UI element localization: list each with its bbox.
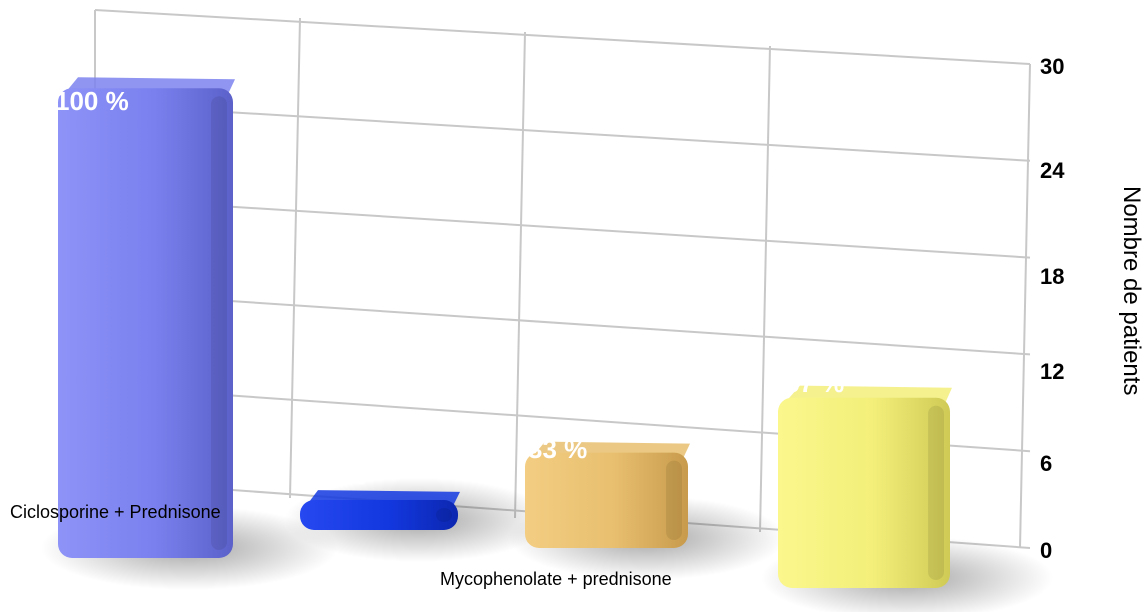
bar-data-label: 57 %	[785, 368, 844, 398]
bars	[58, 77, 952, 588]
category-label: Mycophenolate + prednisone	[440, 569, 672, 589]
gridline-v	[289, 17, 301, 499]
y-tick-label: 24	[1040, 158, 1065, 183]
gridline-v	[759, 45, 771, 533]
gridline-h	[94, 103, 1031, 162]
gridline-h	[94, 291, 1031, 356]
y-tick-label: 12	[1040, 359, 1064, 384]
bar	[58, 88, 233, 558]
category-labels: Ciclosporine + Prednisone Mycophenolate +…	[10, 502, 672, 589]
y-axis-title: Nombre de patients	[1118, 186, 1145, 395]
bar-side-shade	[211, 96, 227, 550]
gridline-h	[94, 9, 1031, 65]
grid	[94, 9, 1031, 549]
bar-side-shade	[436, 508, 452, 522]
bar	[525, 452, 688, 548]
y-tick-label: 0	[1040, 538, 1052, 563]
y-axis-ticks: 0 6 12 18 24 30	[1040, 54, 1065, 563]
bar-data-label: 0 %	[322, 460, 367, 490]
gridline-v	[1019, 63, 1031, 549]
gridline-v	[514, 31, 526, 519]
y-tick-label: 6	[1040, 451, 1052, 476]
bar	[300, 500, 458, 530]
y-tick-label: 30	[1040, 54, 1064, 79]
bar-data-label: 33 %	[528, 434, 587, 464]
data-labels: 100 % 0 % 33 % 57 %	[55, 86, 844, 490]
bar-data-label: 100 %	[55, 86, 129, 116]
category-label: Ciclosporine + Prednisone	[10, 502, 221, 522]
y-tick-label: 18	[1040, 264, 1064, 289]
gridline-h	[94, 197, 1031, 259]
bar-side-shade	[928, 405, 944, 580]
bar	[778, 397, 950, 588]
bar-side-shade	[666, 460, 682, 540]
